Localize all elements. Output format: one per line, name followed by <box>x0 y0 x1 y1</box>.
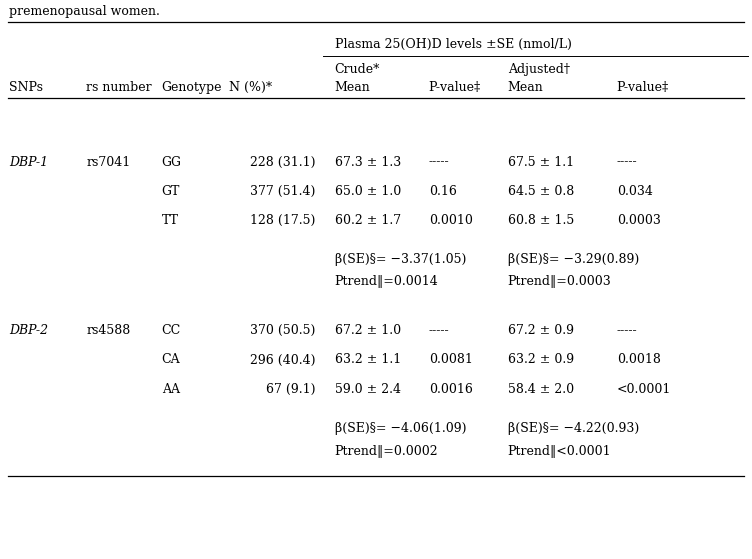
Text: Ptrend‖<0.0001: Ptrend‖<0.0001 <box>508 444 611 458</box>
Text: 67.2 ± 0.9: 67.2 ± 0.9 <box>508 324 574 338</box>
Text: Adjusted†: Adjusted† <box>508 63 569 76</box>
Text: premenopausal women.: premenopausal women. <box>9 4 160 18</box>
Text: β(SE)§= −4.06(1.09): β(SE)§= −4.06(1.09) <box>335 422 466 435</box>
Text: -----: ----- <box>617 324 637 338</box>
Text: P-value‡: P-value‡ <box>429 81 481 94</box>
Text: 0.0003: 0.0003 <box>617 214 660 227</box>
Text: Ptrend‖=0.0002: Ptrend‖=0.0002 <box>335 444 438 458</box>
Text: 67.5 ± 1.1: 67.5 ± 1.1 <box>508 155 574 169</box>
Text: 370 (50.5): 370 (50.5) <box>250 324 316 338</box>
Text: DBP-2: DBP-2 <box>9 324 48 338</box>
Text: GT: GT <box>162 184 180 198</box>
Text: 67.2 ± 1.0: 67.2 ± 1.0 <box>335 324 401 338</box>
Text: 65.0 ± 1.0: 65.0 ± 1.0 <box>335 184 401 198</box>
Text: Mean: Mean <box>508 81 544 94</box>
Text: rs number: rs number <box>86 81 152 94</box>
Text: 60.2 ± 1.7: 60.2 ± 1.7 <box>335 214 401 227</box>
Text: -----: ----- <box>429 155 449 169</box>
Text: Ptrend‖=0.0014: Ptrend‖=0.0014 <box>335 275 438 288</box>
Text: β(SE)§= −3.37(1.05): β(SE)§= −3.37(1.05) <box>335 253 466 267</box>
Text: 377 (51.4): 377 (51.4) <box>250 184 316 198</box>
Text: 0.0081: 0.0081 <box>429 353 472 367</box>
Text: rs4588: rs4588 <box>86 324 131 338</box>
Text: GG: GG <box>162 155 182 169</box>
Text: 63.2 ± 1.1: 63.2 ± 1.1 <box>335 353 401 367</box>
Text: 0.0018: 0.0018 <box>617 353 660 367</box>
Text: 59.0 ± 2.4: 59.0 ± 2.4 <box>335 382 401 396</box>
Text: rs7041: rs7041 <box>86 155 131 169</box>
Text: <0.0001: <0.0001 <box>617 382 671 396</box>
Text: 228 (31.1): 228 (31.1) <box>250 155 316 169</box>
Text: Crude*: Crude* <box>335 63 380 76</box>
Text: TT: TT <box>162 214 179 227</box>
Text: 67.3 ± 1.3: 67.3 ± 1.3 <box>335 155 401 169</box>
Text: -----: ----- <box>617 155 637 169</box>
Text: Ptrend‖=0.0003: Ptrend‖=0.0003 <box>508 275 611 288</box>
Text: DBP-1: DBP-1 <box>9 155 48 169</box>
Text: 0.034: 0.034 <box>617 184 653 198</box>
Text: β(SE)§= −4.22(0.93): β(SE)§= −4.22(0.93) <box>508 422 639 435</box>
Text: 296 (40.4): 296 (40.4) <box>250 353 316 367</box>
Text: Plasma 25(OH)D levels ±SE (nmol/L): Plasma 25(OH)D levels ±SE (nmol/L) <box>335 38 572 51</box>
Text: P-value‡: P-value‡ <box>617 81 669 94</box>
Text: 58.4 ± 2.0: 58.4 ± 2.0 <box>508 382 574 396</box>
Text: 128 (17.5): 128 (17.5) <box>250 214 316 227</box>
Text: Genotype: Genotype <box>162 81 222 94</box>
Text: 0.0016: 0.0016 <box>429 382 472 396</box>
Text: N (%)*: N (%)* <box>229 81 272 94</box>
Text: β(SE)§= −3.29(0.89): β(SE)§= −3.29(0.89) <box>508 253 639 267</box>
Text: Mean: Mean <box>335 81 371 94</box>
Text: 0.0010: 0.0010 <box>429 214 472 227</box>
Text: CA: CA <box>162 353 180 367</box>
Text: CC: CC <box>162 324 181 338</box>
Text: 67 (9.1): 67 (9.1) <box>266 382 316 396</box>
Text: 63.2 ± 0.9: 63.2 ± 0.9 <box>508 353 574 367</box>
Text: 60.8 ± 1.5: 60.8 ± 1.5 <box>508 214 574 227</box>
Text: SNPs: SNPs <box>9 81 43 94</box>
Text: -----: ----- <box>429 324 449 338</box>
Text: AA: AA <box>162 382 180 396</box>
Text: 0.16: 0.16 <box>429 184 456 198</box>
Text: 64.5 ± 0.8: 64.5 ± 0.8 <box>508 184 574 198</box>
